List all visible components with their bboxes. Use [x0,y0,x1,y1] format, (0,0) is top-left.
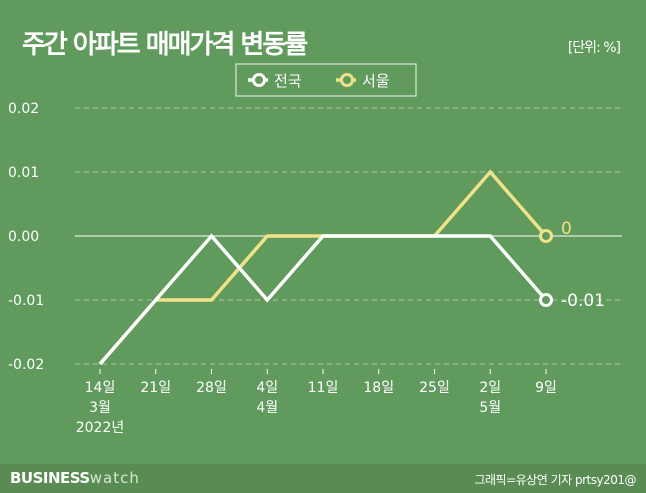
x-tick-label: 18일 [363,380,394,396]
end-point-marker [539,229,553,243]
legend-marker [340,73,354,87]
x-tick-label: 2022년 [76,420,125,436]
legend-box [235,63,417,97]
credit-text: 그래픽=유상연 기자 prtsy201@ [474,473,636,487]
series-line-전국 [98,233,548,366]
x-tick-label: 25일 [419,380,450,396]
unit-label: [단위: %] [567,40,621,56]
y-tick-label: 0.00 [8,229,39,245]
series-line-서울 [98,169,548,366]
x-tick-label: 5월 [479,400,501,416]
y-tick-label: 0.02 [8,101,39,117]
x-tick-label: 2일 [479,380,501,396]
y-tick-label: -0.02 [8,357,44,373]
x-tick-label: 28일 [196,380,227,396]
y-tick-label: -0.01 [8,293,44,309]
brand-logo: BUSINESSwatch [10,469,140,487]
x-tick-label: 14일 [85,380,116,396]
end-value-label: -0.01 [561,291,605,311]
y-tick-label: 0.01 [8,165,39,181]
x-tick-label: 3월 [89,400,111,416]
end-point-marker [539,293,553,307]
x-tick-label: 4월 [256,400,278,416]
x-tick-label: 4일 [256,380,278,396]
legend-label: 서울 [362,72,390,90]
x-tick-label: 11일 [308,380,339,396]
line-chart: 0.02 0.01 0.00 -0.01 -0.02 14일 3월 2022년 21일 28일 4일… [8,63,622,436]
footer: BUSINESSwatch 그래픽=유상연 기자 prtsy201@ [0,464,646,493]
x-tick-label: 21일 [140,380,171,396]
end-value-label: 0 [561,219,572,239]
chart-title: 주간 아파트 매매가격 변동률 [22,30,308,60]
legend-marker [252,73,266,87]
legend-label: 전국 [274,72,302,90]
x-tick-label: 9일 [535,380,557,396]
